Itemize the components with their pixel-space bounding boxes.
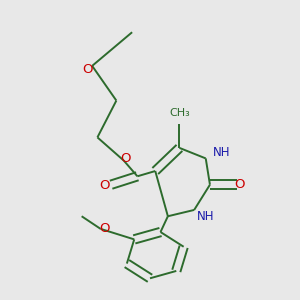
Text: O: O [83,62,93,76]
Text: NH: NH [213,146,231,159]
Text: O: O [100,222,110,236]
Text: O: O [100,179,110,192]
Text: CH₃: CH₃ [169,109,190,118]
Text: NH: NH [197,210,215,223]
Text: O: O [121,152,131,165]
Text: O: O [234,178,244,191]
